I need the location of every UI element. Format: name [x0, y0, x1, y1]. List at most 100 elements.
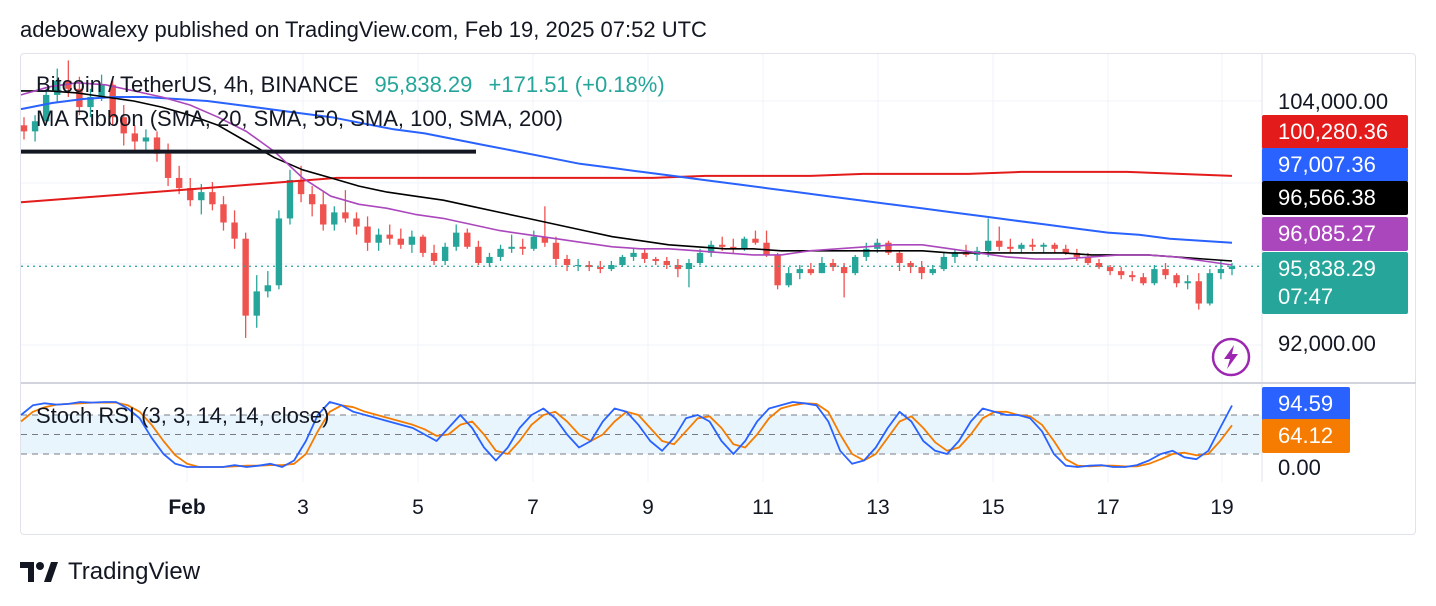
candle-body [674, 265, 682, 270]
candle-body [20, 125, 28, 132]
sma20-line [20, 82, 1233, 266]
candle-body [885, 242, 892, 253]
candle-body [1217, 269, 1225, 274]
candle-body [574, 265, 582, 267]
time-axis-label: 3 [297, 496, 309, 519]
candle-body [1073, 252, 1081, 257]
stoch-rsi-legend[interactable]: Stoch RSI (3, 3, 14, 14, close) [36, 403, 330, 428]
candle-body [264, 285, 272, 292]
candle-body [109, 84, 116, 118]
candle-body [275, 218, 283, 286]
stoch-k-tag: 94.59 [1262, 387, 1350, 421]
last-price-value: 95,838.29 [1278, 256, 1376, 281]
candle-body [175, 177, 183, 189]
candle-body [1051, 244, 1058, 249]
candle-body [530, 236, 537, 249]
candle-body [120, 117, 127, 134]
candle-body [785, 273, 792, 286]
time-axis-label: 11 [752, 496, 774, 519]
candle-body [652, 258, 659, 261]
candle-body [408, 236, 416, 245]
candle-body [807, 269, 815, 274]
candle-body [1007, 246, 1014, 249]
candle-body [1195, 281, 1202, 304]
candle-body [453, 232, 460, 247]
candle-body [840, 267, 848, 274]
candle-body [996, 240, 1003, 247]
candle-body [464, 232, 471, 247]
candle-body [508, 246, 515, 249]
symbol-legend[interactable]: Bitcoin / TetherUS, 4h, BINANCE 95,838.2… [36, 72, 665, 98]
candle-body [1029, 244, 1036, 247]
candle-body [586, 265, 593, 268]
last-price-tag: 95,838.29 07:47 [1262, 252, 1408, 314]
candle-body [364, 226, 371, 243]
candle-body [331, 212, 338, 225]
sma100-tag: 97,007.36 [1262, 148, 1408, 182]
candle-body [1062, 248, 1069, 253]
candle-body [98, 84, 105, 97]
candle-body [1040, 244, 1047, 247]
candle-body [253, 291, 260, 316]
candle-body [486, 256, 493, 263]
candle-body [519, 246, 526, 249]
price-axis-top: 104,000.00 [1278, 89, 1389, 114]
sma200-line [20, 170, 1233, 204]
candle-body [1106, 267, 1114, 272]
sma100-line [20, 96, 1233, 244]
candle-body [475, 246, 482, 263]
candle-body [829, 263, 837, 268]
price-axis-bottom: 92,000.00 [1278, 331, 1376, 356]
stoch-k-line [20, 401, 1233, 468]
candle-body [597, 267, 604, 270]
sma200-tag: 100,280.36 [1262, 115, 1408, 149]
candle-body [1206, 273, 1214, 304]
candle-body [907, 263, 914, 268]
legend-change: +171.51 (+0.18%) [488, 72, 665, 97]
footer-brand-name: TradingView [68, 558, 201, 585]
candle-body [1018, 244, 1025, 249]
candle-body [630, 252, 637, 257]
candle-body [419, 236, 427, 253]
footer-brand[interactable]: TradingView [20, 557, 200, 587]
candle-body [719, 244, 726, 247]
lightning-bolt-icon[interactable] [1211, 337, 1251, 377]
candle-body [707, 244, 715, 253]
candle-body [863, 248, 870, 257]
candle-body [818, 263, 826, 274]
sma50-line [21, 90, 1233, 262]
candle-body [76, 88, 83, 108]
candle-body [1095, 263, 1103, 268]
ma-ribbon-legend[interactable]: MA Ribbon (SMA, 20, SMA, 50, SMA, 100, S… [36, 106, 564, 131]
stoch-d-tag: 64.12 [1262, 419, 1350, 453]
candle-body [220, 204, 227, 223]
candle-body [1162, 269, 1169, 276]
candle-body [164, 153, 172, 178]
candle-body [1173, 275, 1180, 284]
candle-body [131, 133, 139, 142]
candle-body [984, 240, 992, 251]
candle-body [87, 96, 94, 108]
publish-header: adebowalexy published on TradingView.com… [20, 17, 707, 42]
candle-body [1151, 269, 1158, 284]
candle-body [1129, 275, 1136, 278]
symbol-title: Bitcoin / TetherUS, 4h, BINANCE [36, 72, 359, 97]
candle-body [608, 265, 615, 270]
candle-body [541, 236, 549, 243]
candle-body [31, 121, 39, 132]
candle-body [774, 254, 781, 286]
candle-body [142, 137, 150, 142]
time-axis-label: 13 [866, 496, 890, 519]
candle-body [320, 204, 327, 225]
candle-body [198, 192, 205, 201]
candle-body [1184, 281, 1191, 284]
candle-body [497, 248, 504, 257]
candle-body [1084, 256, 1092, 263]
osc-axis-zero: 0.00 [1278, 455, 1321, 480]
candle-body [353, 218, 360, 227]
time-axis-label: Feb [168, 496, 206, 519]
candle-body [153, 137, 161, 154]
candle-body [918, 267, 925, 274]
candle-body [375, 234, 382, 243]
